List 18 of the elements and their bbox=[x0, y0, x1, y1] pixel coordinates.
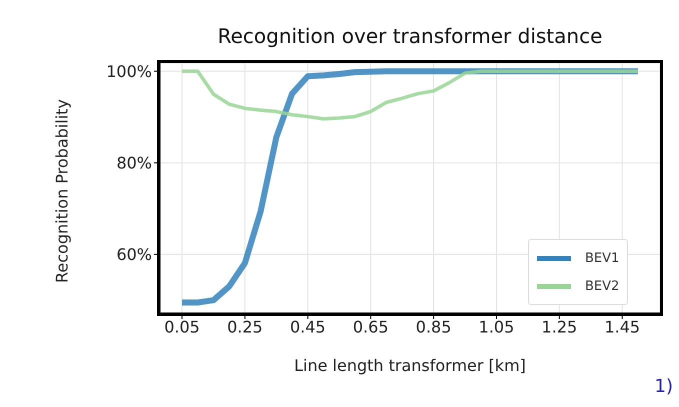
x-tick-label: 0.65 bbox=[352, 317, 389, 336]
x-tick-label: 1.25 bbox=[542, 317, 578, 336]
legend-label: BEV2 bbox=[585, 278, 620, 294]
x-tick-label: 0.45 bbox=[290, 317, 326, 336]
line-series bbox=[180, 69, 640, 121]
x-tick-label: 1.45 bbox=[604, 317, 640, 336]
text: 1) bbox=[654, 376, 673, 397]
y-axis-title: Recognition Probability bbox=[52, 99, 72, 283]
y-tick-label: 80% bbox=[116, 153, 152, 172]
y-tick-label: 100% bbox=[106, 62, 152, 81]
x-tick-label: 0.85 bbox=[416, 317, 452, 336]
x-tick-label: 1.05 bbox=[478, 317, 514, 336]
chart-title: Recognition over transformer distance bbox=[216, 24, 604, 48]
y-tick-label: 60% bbox=[116, 245, 152, 264]
x-tick-label: 0.05 bbox=[164, 317, 200, 336]
x-tick-label: 0.25 bbox=[227, 317, 263, 336]
x-axis-title: Line length transformer [km] bbox=[294, 356, 526, 375]
legend-label: BEV1 bbox=[585, 250, 620, 266]
